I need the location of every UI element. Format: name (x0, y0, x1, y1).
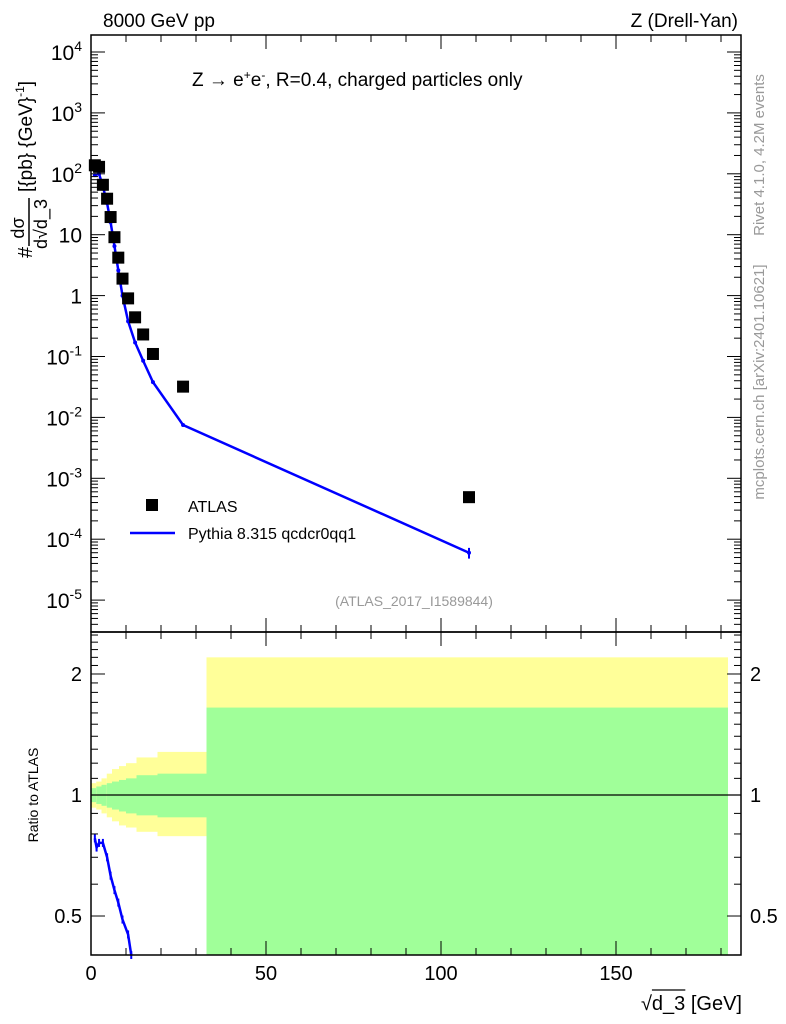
ratio-y-tick-label-right: 0.5 (750, 906, 778, 928)
ratio-y-tick-label-right: 1 (750, 785, 761, 807)
ratio-frame (90, 631, 742, 956)
main-marks (88, 159, 475, 559)
atlas-point (96, 178, 109, 191)
ratio-bands (91, 657, 728, 955)
y-tick-label: 103 (51, 99, 82, 126)
y-tick-label: 10-2 (46, 403, 82, 430)
y-tick-label: 1 (70, 286, 82, 309)
ratio-ylabel: Ratio to ATLAS (25, 748, 41, 843)
atlas-point (177, 380, 190, 393)
x-tick-label: 100 (424, 963, 457, 985)
atlas-point (116, 272, 129, 285)
svg-text:d√d_3: d√d_3 (31, 199, 52, 249)
pythia-point (141, 358, 146, 363)
y-tick-label: 10-4 (46, 525, 82, 552)
process-label: Z → e+e-, R=0.4, charged particles only (192, 68, 523, 91)
svg-text:dσ: dσ (8, 217, 28, 238)
ratio-y-tick-label-right: 2 (750, 664, 761, 686)
legend-label-atlas: ATLAS (188, 499, 238, 516)
uncertainty-band-green (126, 778, 137, 814)
svg-text:#: # (15, 246, 37, 258)
atlas-point (129, 311, 142, 324)
analysis-annotation: (ATLAS_2017_I1589844) (335, 593, 493, 609)
legend-marker-atlas (146, 499, 158, 511)
rivet-label: Rivet 4.1.0, 4.2M events (751, 74, 768, 236)
svg-text:[{pb} {GeV}-1]: [{pb} {GeV}-1] (13, 81, 37, 192)
y-tick-label: 10-5 (46, 586, 82, 613)
ratio-y-tick-label: 2 (71, 664, 82, 686)
side-labels: mcplots.cern.ch [arXiv:2401.10621] Rivet… (751, 74, 768, 499)
y-tick-label: 10-3 (46, 464, 82, 491)
atlas-point (108, 231, 121, 244)
pythia-point (181, 423, 186, 428)
main-ylabel: # dσ d√d_3 [{pb} {GeV}-1] (8, 81, 52, 258)
pythia-point (133, 340, 138, 345)
uncertainty-band-green (119, 779, 126, 812)
header-right: Z (Drell-Yan) (631, 11, 738, 32)
y-tick-label: 10 (59, 225, 82, 248)
ratio-marks (93, 834, 133, 959)
pythia-point (150, 380, 155, 385)
legend: ATLAS Pythia 8.315 qcdcr0qq1 (130, 499, 356, 543)
x-tick-label: 50 (255, 963, 277, 985)
atlas-point (104, 211, 117, 224)
atlas-point (112, 251, 125, 264)
y-tick-label: 104 (51, 38, 82, 65)
pythia-point (112, 244, 117, 249)
pythia-line (94, 172, 470, 554)
atlas-point (137, 328, 150, 341)
legend-label-pythia: Pythia 8.315 qcdcr0qq1 (188, 526, 356, 543)
header-left: 8000 GeV pp (103, 11, 215, 32)
pythia-point (116, 268, 121, 273)
x-tick-label: 0 (85, 963, 96, 985)
atlas-point (146, 347, 159, 360)
atlas-point (122, 292, 135, 305)
mcplots-label: mcplots.cern.ch [arXiv:2401.10621] (751, 264, 768, 499)
atlas-point (463, 491, 475, 504)
ratio-pythia-line (93, 838, 133, 956)
ratio-y-tick-label: 0.5 (54, 906, 82, 928)
atlas-point (93, 160, 106, 173)
ratio-y-tick-label: 1 (71, 785, 82, 807)
atlas-point (101, 192, 114, 205)
uncertainty-band-green (206, 707, 728, 955)
y-tick-label: 10-1 (46, 343, 82, 370)
y-tick-label: 102 (51, 160, 82, 187)
xlabel: √d_3 [GeV] (641, 993, 742, 1015)
x-tick-label: 150 (599, 963, 632, 985)
